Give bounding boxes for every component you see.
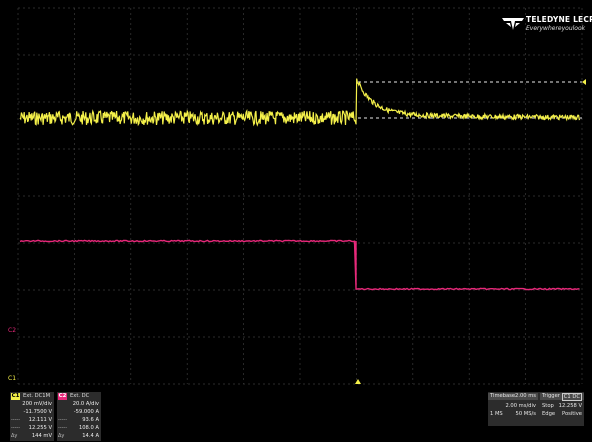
row-key: ----- [11,425,20,431]
channel-2-descriptor[interactable]: C2 Ext. DC 20.0 A/div -59.000 A ----- 93.… [57,392,101,441]
row-key: ----- [58,417,67,423]
channel-1-cursor-1: 12.111 V [29,417,52,423]
time-per-div: 2.00 ms/div [505,403,536,409]
row-key: ----- [58,425,67,431]
trigger-header[interactable]: Trigger C1 DC [540,393,584,400]
channel-2-delta: 14.4 A [82,433,99,439]
brand-logo: TELEDYNE LECROY Everywhereyoulook [500,14,584,38]
trigger-slope: Positive [562,411,582,417]
channel-2-tag: C2 [58,393,67,400]
c2-waveform [20,240,580,289]
channel-2-vdiv: 20.0 A/div [73,401,99,407]
brand-tagline: Everywhereyoulook [526,25,585,32]
trigger-source: C1 DC [562,393,582,401]
timebase-header[interactable]: Timebase 2.00 ms [488,393,538,400]
sample-rate: 50 MS/s [516,411,536,417]
channel-2-cursor-1: 93.6 A [82,417,99,423]
channel-1-delta: 144 mV [32,433,52,439]
row-key: Δy [11,433,17,439]
channel-1-descriptor[interactable]: C1 Ext. DC1M 200 mV/div -11.7500 V -----… [10,392,54,441]
channel-2-coupling: Ext. DC [70,393,89,399]
channel-1-tag: C1 [11,393,20,400]
channel-1-coupling: Ext. DC1M [23,393,50,399]
trigger-time-marker-icon [355,379,361,384]
channel-1-marker[interactable]: C1 [8,375,16,382]
channel-2-cursor-2: 108.0 A [79,425,99,431]
channel-1-offset: -11.7500 V [23,409,52,415]
timebase-label: Timebase [490,393,515,399]
channel-1-cursor-2: 12.255 V [29,425,52,431]
trigger-mode: Stop [542,403,554,409]
row-key: ----- [11,417,20,423]
timebase-trigger-descriptor[interactable]: Timebase 2.00 ms Trigger C1 DC 2.00 ms/d… [488,392,584,426]
row-key: Δy [58,433,64,439]
timebase-delay: 2.00 ms [515,393,536,399]
trigger-level: 12.258 V [559,403,582,409]
trigger-level-marker-icon [582,79,586,85]
teledyne-logo-icon [502,16,524,32]
channel-2-offset: -59.000 A [74,409,99,415]
channel-2-marker[interactable]: C2 [8,327,16,334]
channel-1-vdiv: 200 mV/div [22,401,52,407]
brand-name: TELEDYNE LECROY [526,15,592,24]
trigger-label: Trigger [542,393,560,399]
trigger-type: Edge [542,411,555,417]
sample-count: 1 MS [490,411,503,417]
